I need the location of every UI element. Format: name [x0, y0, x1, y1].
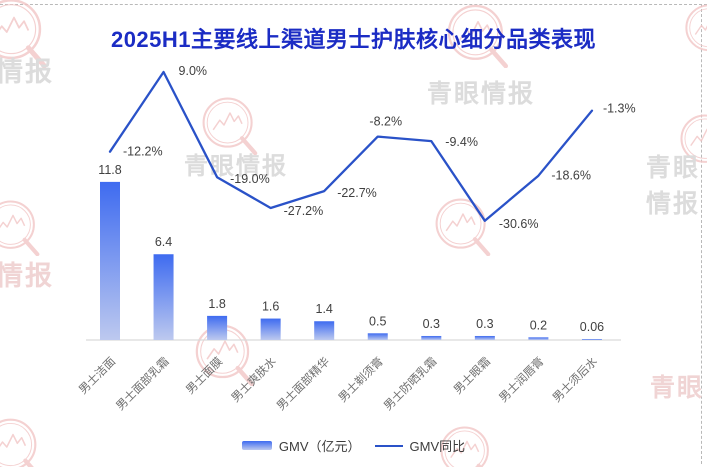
- category-label: 男士剃须膏: [335, 354, 386, 405]
- yoy-value-label: -8.2%: [369, 115, 402, 129]
- category-label: 男士润唇膏: [496, 354, 547, 405]
- yoy-value-label: -9.4%: [445, 135, 478, 149]
- bar-value-label: 0.06: [580, 320, 604, 334]
- yoy-value-label: -27.2%: [284, 204, 324, 218]
- legend-item-yoy: GMV同比: [374, 436, 466, 455]
- gmv-bar: [581, 339, 602, 340]
- gmv-bar: [314, 321, 335, 340]
- legend-label-gmv: GMV（亿元）: [278, 439, 361, 454]
- yoy-value-label: -22.7%: [337, 186, 377, 200]
- category-label: 男士防晒乳霜: [381, 354, 440, 413]
- bar-value-label: 0.5: [369, 314, 386, 328]
- yoy-value-label: -12.2%: [123, 145, 163, 159]
- yoy-value-label: -1.3%: [603, 102, 636, 116]
- gmv-bar: [100, 181, 120, 340]
- line-series-swatch-icon: [374, 444, 403, 447]
- gmv-bar: [207, 315, 228, 340]
- category-label: 男士面膜: [184, 355, 226, 397]
- gmv-bar: [367, 333, 388, 340]
- category-label: 男士须后水: [550, 354, 601, 405]
- gmv-bar: [153, 254, 174, 340]
- gmv-bar: [474, 335, 495, 340]
- bar-value-label: 0.3: [476, 317, 493, 331]
- category-label: 男士洁面: [76, 355, 118, 397]
- legend-item-gmv: GMV（亿元）: [241, 436, 361, 455]
- category-label: 男士面部精华: [274, 354, 333, 413]
- bar-value-label: 1.8: [208, 297, 225, 311]
- bar-value-label: 1.4: [316, 302, 333, 316]
- gmv-bar: [260, 318, 281, 340]
- yoy-trend-line: [108, 70, 594, 222]
- dashed-border-right: [701, 4, 702, 464]
- gmv-bar: [421, 335, 442, 340]
- bar-value-label: 1.6: [262, 300, 279, 314]
- bar-series-swatch-icon: [241, 441, 272, 450]
- yoy-value-label: -19.0%: [230, 172, 270, 186]
- chart-title: 2025H1主要线上渠道男士护肤核心细分品类表现: [110, 27, 597, 52]
- bar-value-label: 0.3: [423, 317, 440, 331]
- gmv-bar: [528, 337, 549, 340]
- category-label: 男士面部乳霜: [113, 354, 172, 413]
- legend-label-yoy: GMV同比: [409, 439, 466, 454]
- bar-value-label: 0.2: [530, 318, 547, 332]
- category-label: 男士眼霜: [451, 355, 493, 397]
- category-label: 男士爽肤水: [228, 354, 279, 405]
- yoy-value-label: -30.6%: [499, 217, 539, 231]
- yoy-value-label: -18.6%: [551, 169, 591, 183]
- bar-value-label: 11.8: [98, 163, 121, 177]
- yoy-value-label: 9.0%: [179, 64, 208, 78]
- dashed-border-top: [0, 4, 707, 5]
- chart-legend: GMV（亿元） GMV同比: [0, 436, 707, 455]
- bar-value-label: 6.4: [155, 235, 172, 249]
